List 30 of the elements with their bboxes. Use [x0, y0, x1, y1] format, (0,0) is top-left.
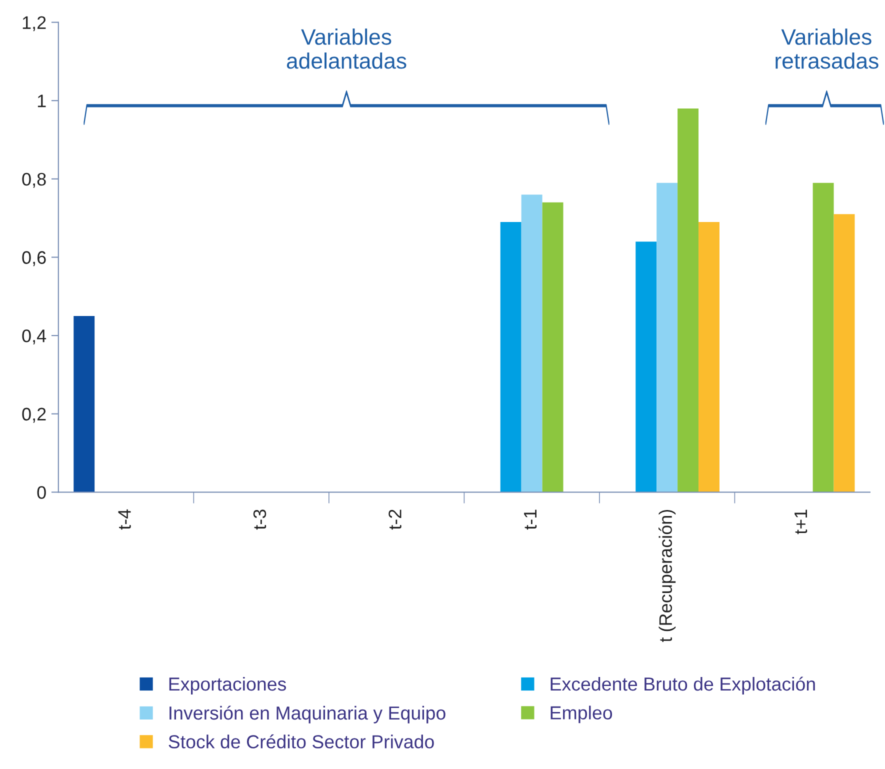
x-tick-label: t-1: [524, 510, 537, 530]
x-tick-label: t-2: [388, 510, 402, 530]
y-tick-label: 0,4: [22, 329, 46, 344]
bar: [698, 222, 720, 492]
legend-label: Stock de Crédito Sector Privado: [168, 734, 434, 748]
y-tick-label: 0: [37, 486, 46, 499]
bar: [636, 242, 657, 492]
x-tick-label: t+1: [794, 510, 808, 534]
x-tick-label: t-3: [253, 510, 266, 530]
bar: [656, 182, 678, 492]
bar: [500, 222, 522, 492]
bar: [521, 194, 542, 492]
legend-label: Inversión en Maquinaria y Equipo: [170, 706, 446, 724]
legend-label: Empleo: [550, 706, 612, 724]
y-tick-label: 1,2: [22, 16, 46, 32]
bar: [542, 202, 564, 492]
y-tick-label: 0,8: [22, 172, 46, 188]
y-tick-label: 0,2: [22, 408, 46, 423]
annotation: Variables adelantadas: [286, 28, 406, 69]
x-tick-label: t (Recuperación): [658, 510, 676, 642]
legend-label: Excedente Bruto de Explotación: [550, 676, 815, 694]
legend-label: Exportaciones: [169, 676, 286, 694]
bar: [678, 108, 699, 492]
x-tick-label: t-4: [118, 509, 131, 530]
bar: [834, 214, 855, 492]
annotation: Variables retrasadas: [776, 28, 878, 69]
y-tick-label: 0,6: [22, 251, 46, 266]
y-tick-label: 1: [38, 94, 46, 108]
bar: [74, 316, 95, 492]
bar: [812, 182, 834, 492]
